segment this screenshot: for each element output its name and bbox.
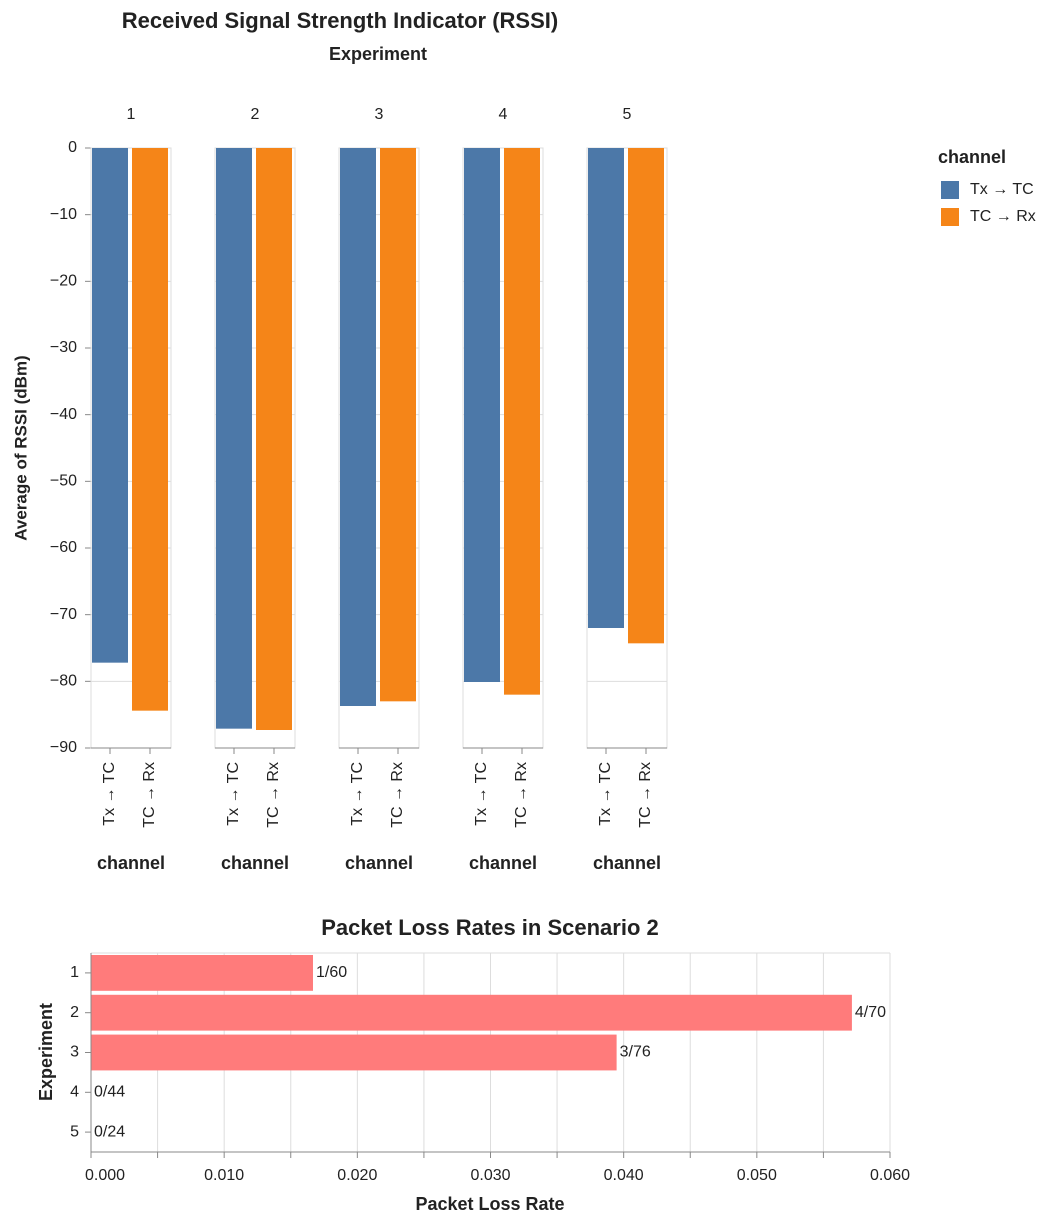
x-axis-title: Packet Loss Rate: [415, 1194, 564, 1214]
x-tick-label: 0.020: [337, 1167, 377, 1184]
x-tick-label: Tx → TC: [473, 762, 490, 826]
bar: [340, 148, 376, 706]
x-axis-title: channel: [221, 853, 289, 873]
y-tick-label: −40: [50, 406, 77, 423]
x-tick-label: 0.040: [604, 1167, 644, 1184]
bar: [464, 148, 500, 682]
y-tick-label: 5: [70, 1123, 79, 1140]
y-axis-title: Average of RSSI (dBm): [11, 355, 30, 540]
x-tick-label: 0.010: [204, 1167, 244, 1184]
x-axis-title: channel: [469, 853, 537, 873]
x-axis-title: channel: [345, 853, 413, 873]
bar: [588, 148, 624, 628]
legend-label: TC → Rx: [970, 208, 1036, 225]
facet-label: 2: [251, 106, 260, 123]
x-tick-label: TC → Rx: [513, 762, 530, 828]
value-label: 0/24: [94, 1123, 125, 1140]
bar: [504, 148, 540, 695]
x-tick-label: 0.030: [470, 1167, 510, 1184]
bar: [380, 148, 416, 702]
x-tick-label: Tx → TC: [597, 762, 614, 826]
value-label: 0/44: [94, 1084, 125, 1101]
x-tick-label: TC → Rx: [389, 762, 406, 828]
y-tick-label: 2: [70, 1004, 79, 1021]
y-tick-label: 3: [70, 1044, 79, 1061]
chart-title: Packet Loss Rates in Scenario 2: [321, 915, 659, 940]
legend-swatch: [941, 181, 959, 199]
x-tick-label: TC → Rx: [265, 762, 282, 828]
bar: [91, 1034, 617, 1071]
y-tick-label: 1: [70, 964, 79, 981]
legend-label: Tx → TC: [970, 181, 1034, 198]
bar: [92, 148, 128, 663]
y-tick-label: −50: [50, 473, 77, 490]
facet-title: Experiment: [329, 44, 427, 64]
bar: [628, 148, 664, 644]
legend-swatch: [941, 208, 959, 226]
y-tick-label: −70: [50, 606, 77, 623]
y-tick-label: 4: [70, 1084, 79, 1101]
bar: [91, 954, 313, 991]
bar: [132, 148, 168, 711]
facet-label: 1: [127, 106, 136, 123]
y-tick-label: 0: [68, 139, 77, 156]
y-axis-title: Experiment: [36, 1003, 56, 1101]
facet-label: 3: [375, 106, 384, 123]
value-label: 3/76: [620, 1044, 651, 1061]
y-tick-label: −80: [50, 673, 77, 690]
bar: [216, 148, 252, 729]
x-tick-label: Tx → TC: [101, 762, 118, 826]
x-tick-label: 0.060: [870, 1167, 910, 1184]
value-label: 1/60: [316, 964, 347, 981]
x-tick-label: Tx → TC: [349, 762, 366, 826]
bar: [256, 148, 292, 730]
y-tick-label: −10: [50, 206, 77, 223]
y-tick-label: −60: [50, 539, 77, 556]
x-tick-label: TC → Rx: [637, 762, 654, 828]
x-tick-label: Tx → TC: [225, 762, 242, 826]
y-tick-label: −20: [50, 273, 77, 290]
x-axis-title: channel: [593, 853, 661, 873]
x-tick-label: TC → Rx: [141, 762, 158, 828]
bar: [91, 994, 852, 1031]
y-tick-label: −30: [50, 339, 77, 356]
legend-title: channel: [938, 147, 1006, 167]
x-tick-label: 0.050: [737, 1167, 777, 1184]
x-tick-label: 0.000: [85, 1167, 125, 1184]
x-axis-title: channel: [97, 853, 165, 873]
facet-label: 5: [623, 106, 632, 123]
chart-title: Received Signal Strength Indicator (RSSI…: [122, 8, 558, 33]
value-label: 4/70: [855, 1004, 886, 1021]
facet-label: 4: [499, 106, 508, 123]
y-tick-label: −90: [50, 739, 77, 756]
